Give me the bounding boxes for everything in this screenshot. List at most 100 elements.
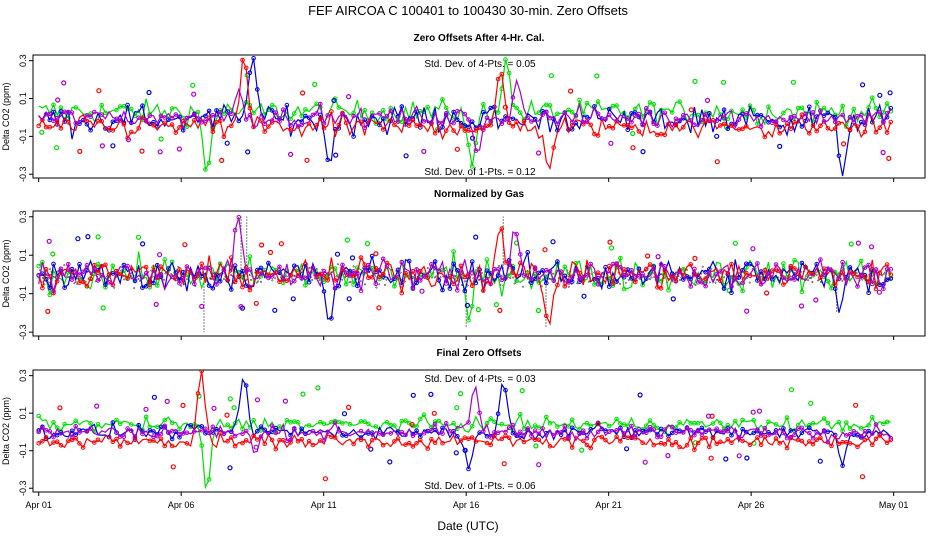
normalized-point <box>650 276 653 279</box>
series-gas4 <box>38 78 892 157</box>
data-point-gas2 <box>51 102 56 108</box>
data-point-gas2 <box>351 282 356 287</box>
data-point-gas4 <box>703 112 708 117</box>
data-point-gas4 <box>855 284 860 289</box>
data-point-gas1 <box>569 445 575 450</box>
data-point-gas4 <box>88 426 93 431</box>
data-point-gas3 <box>462 288 468 294</box>
normalized-point <box>352 265 355 268</box>
outlier-point-gas2 <box>231 405 237 411</box>
outlier-point-gas4 <box>705 413 712 419</box>
data-point-gas1 <box>214 119 219 125</box>
data-point-gas4 <box>92 266 97 271</box>
data-point-gas1 <box>169 443 175 449</box>
normalized-point <box>855 272 858 275</box>
data-point-gas4 <box>873 422 879 427</box>
data-point-gas1 <box>681 124 686 130</box>
data-point-gas3 <box>284 102 290 108</box>
data-point-gas3 <box>751 430 757 436</box>
data-point-gas3 <box>584 114 590 120</box>
normalized-point <box>248 274 251 277</box>
data-point-gas4 <box>488 118 494 124</box>
data-point-gas2 <box>884 101 890 106</box>
y-axis-label: Delta CO2 (ppm) <box>1 397 11 465</box>
data-point-gas4 <box>410 433 416 439</box>
data-point-gas2 <box>784 415 790 420</box>
data-point-gas4 <box>340 111 345 117</box>
data-point-gas1 <box>358 119 364 125</box>
data-point-gas2 <box>844 124 849 129</box>
normalized-point <box>439 276 442 279</box>
data-point-gas4 <box>184 115 190 121</box>
series-line-gas1 <box>38 57 892 171</box>
data-point-gas4 <box>36 429 42 435</box>
data-point-gas3 <box>203 113 208 119</box>
data-point-gas4 <box>762 425 768 431</box>
data-point-gas1 <box>729 440 734 446</box>
data-point-gas4 <box>677 118 682 123</box>
data-point-gas4 <box>443 111 449 116</box>
data-point-gas2 <box>469 164 475 169</box>
data-point-gas1 <box>40 117 45 123</box>
data-point-gas4 <box>318 101 323 107</box>
data-point-gas4 <box>821 428 827 433</box>
data-point-gas3 <box>484 433 490 439</box>
panel-raw: Zero Offsets After 4-Hr. Cal. 0.3 0.1 -0.1 -… <box>1 33 926 182</box>
data-point-gas1 <box>514 273 519 279</box>
outlier-point-gas3 <box>859 82 866 88</box>
data-point-gas4 <box>799 425 805 431</box>
outlier-point-gas1 <box>542 247 548 253</box>
data-point-gas2 <box>647 418 653 423</box>
outlier-point-gas3 <box>85 234 91 240</box>
data-point-gas1 <box>432 440 438 446</box>
outlier-point-gas4 <box>346 93 352 100</box>
normalized-point <box>841 279 844 282</box>
data-point-gas4 <box>788 434 794 440</box>
data-point-gas1 <box>810 123 816 128</box>
data-point-gas3 <box>740 426 745 432</box>
data-point-gas2 <box>781 261 786 266</box>
data-point-gas4 <box>810 435 816 441</box>
normalized-point <box>208 277 211 280</box>
data-point-gas2 <box>569 109 575 115</box>
data-point-gas4 <box>884 110 890 116</box>
data-point-gas1 <box>632 279 638 285</box>
data-point-gas2 <box>873 105 879 111</box>
normalized-point <box>331 271 334 273</box>
data-point-gas2 <box>644 423 649 429</box>
data-point-gas4 <box>73 120 78 126</box>
data-point-gas1 <box>199 261 204 267</box>
data-point-gas2 <box>347 422 353 427</box>
data-point-gas3 <box>125 102 130 108</box>
data-point-gas1 <box>162 443 167 449</box>
normalized-point <box>230 273 233 276</box>
series-gas4 <box>38 215 894 314</box>
outlier-point-gas1 <box>57 405 63 411</box>
normalized-point <box>470 273 473 276</box>
data-point-gas1 <box>862 437 868 443</box>
data-point-gas2 <box>303 283 308 288</box>
data-point-gas4 <box>673 116 679 122</box>
outlier-point-gas1 <box>219 157 225 163</box>
data-point-gas4 <box>807 430 812 436</box>
data-point-gas4 <box>166 430 171 436</box>
data-point-gas1 <box>592 437 597 443</box>
data-point-gas1 <box>788 263 794 269</box>
data-point-gas3 <box>143 284 149 289</box>
outlier-point-gas2 <box>808 400 814 406</box>
data-point-gas4 <box>429 428 434 433</box>
data-point-gas4 <box>688 284 694 289</box>
data-point-gas4 <box>655 123 660 128</box>
data-point-gas1 <box>284 278 290 284</box>
data-point-gas2 <box>336 105 342 110</box>
data-point-gas4 <box>410 286 416 292</box>
data-point-gas1 <box>125 440 130 446</box>
data-point-gas4 <box>547 115 553 121</box>
data-point-gas2 <box>114 417 119 423</box>
data-point-gas4 <box>840 259 845 265</box>
data-point-gas4 <box>718 269 723 274</box>
data-point-gas1 <box>418 437 423 443</box>
data-point-gas4 <box>484 115 490 121</box>
outlier-point-gas3 <box>151 394 157 400</box>
outlier-point-gas2 <box>594 73 600 79</box>
